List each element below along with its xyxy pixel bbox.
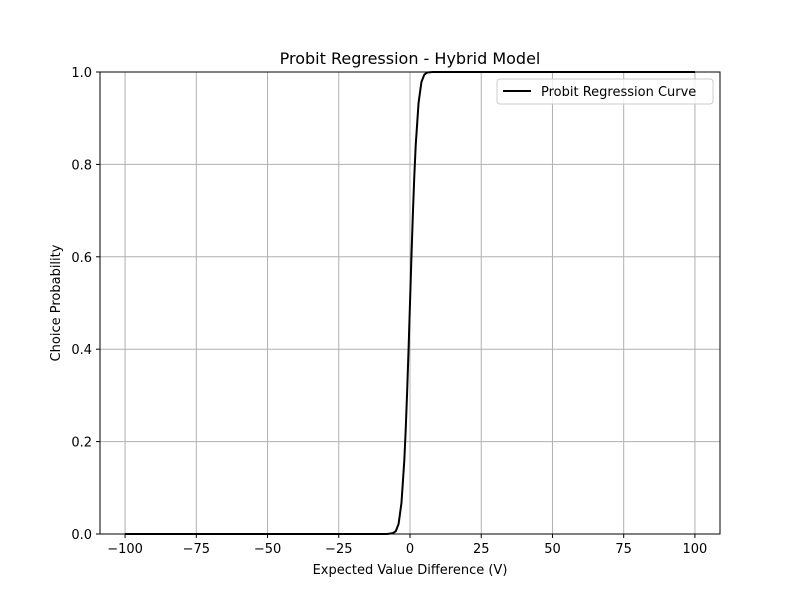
legend-box [496,78,714,105]
x-axis: −100 −75 −50 −25 0 25 50 75 100 [107,534,707,557]
legend: Probit Regression Curve [496,78,714,105]
x-tick-label: 50 [544,542,561,557]
x-axis-label: Expected Value Difference (V) [313,563,508,578]
x-tick-label: −75 [183,542,210,557]
x-tick-label: −25 [325,542,352,557]
y-tick-label: 0.2 [71,436,92,451]
y-axis-label: Choice Probability [49,244,64,361]
y-tick-label: 0.4 [71,343,92,358]
y-tick-label: 0.6 [71,251,92,266]
y-tick-label: 0.0 [71,528,92,543]
x-tick-label: 75 [615,542,632,557]
x-tick-label: −100 [107,542,143,557]
legend-label: Probit Regression Curve [541,85,696,100]
y-tick-label: 1.0 [71,66,92,81]
x-tick-label: 25 [473,542,490,557]
y-tick-label: 0.8 [71,158,92,173]
y-axis: 0.0 0.2 0.4 0.6 0.8 1.0 [71,66,100,543]
x-tick-label: 0 [406,542,414,557]
chart-title: Probit Regression - Hybrid Model [280,49,541,68]
x-tick-label: 100 [683,542,708,557]
x-tick-label: −50 [254,542,281,557]
